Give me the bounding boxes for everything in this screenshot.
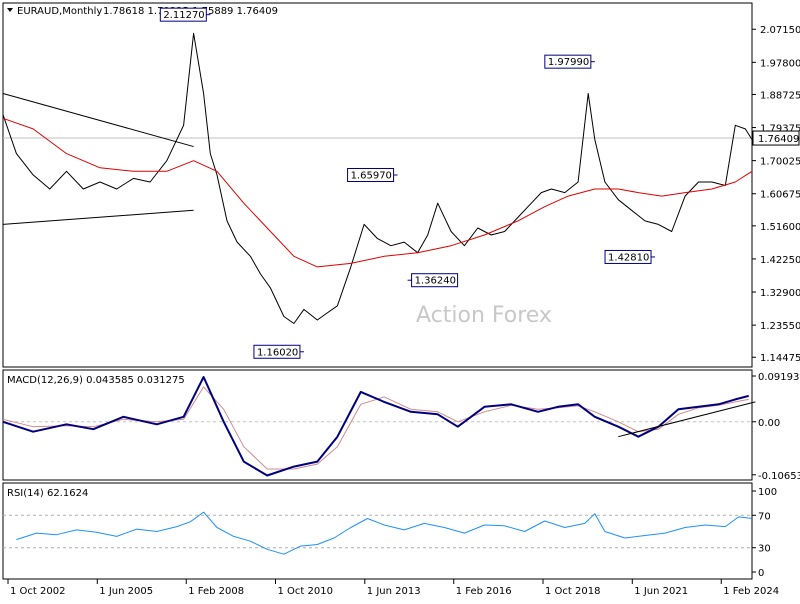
time-tick-label: 1 Oct 2002 — [10, 586, 65, 597]
rsi-tick-label: 70 — [758, 511, 771, 522]
price-tick-label: 1.14475 — [760, 353, 800, 364]
time-tick-label: 1 Feb 2008 — [188, 586, 244, 597]
annotation-label: 1.65970 — [351, 170, 392, 181]
time-tick-label: 1 Oct 2018 — [545, 586, 600, 597]
annotation-label: 1.16020 — [257, 347, 298, 358]
annotation-box — [159, 7, 207, 22]
current-price-label: 1.76409 — [758, 134, 799, 145]
price-tick-label: 1.23550 — [760, 321, 800, 332]
price-tick-label: 1.88725 — [760, 90, 800, 101]
price-layer: 2.11270 1.97990 1.65970 1.36240 1.42810 1.160… — [2, 7, 753, 359]
rsi-title: RSI(14) 62.1624 — [7, 488, 88, 499]
rsi-layer — [3, 511, 753, 555]
time-tick-label: 1 Jun 2021 — [634, 586, 688, 597]
time-tick-label: 1 Oct 2010 — [278, 586, 333, 597]
chart-symbol: EURAUD,Monthly — [17, 6, 102, 17]
price-tick-label: 1.42250 — [760, 255, 800, 266]
time-tick-label: 1 Feb 2024 — [723, 586, 779, 597]
ma-line — [2, 117, 753, 268]
rsi-pane-frame — [2, 482, 753, 580]
watermark: Action Forex — [416, 303, 552, 328]
annotation-box — [604, 249, 652, 264]
price-tick-label: 1.51600 — [760, 222, 800, 233]
annotation-label: 1.36240 — [415, 276, 456, 287]
annotation-label: 2.11270 — [163, 10, 204, 21]
annotation-label: 1.42810 — [608, 252, 649, 263]
macd-tick-label: 0.00 — [758, 418, 780, 429]
annotation-box — [347, 167, 395, 182]
annotation-box — [544, 54, 592, 69]
annotation-box — [411, 273, 459, 288]
price-tick-label: 1.70025 — [760, 157, 800, 168]
price-line — [2, 32, 753, 324]
annotation-label: 1.97990 — [548, 57, 589, 68]
rsi-tick-label: 100 — [758, 487, 777, 498]
macd-trendline-0 — [618, 401, 756, 438]
macd-tick-label: -0.106534 — [758, 471, 800, 482]
menu-triangle-icon[interactable] — [7, 8, 13, 12]
time-tick-label: 1 Feb 2016 — [456, 586, 512, 597]
price-tick-label: 1.60675 — [760, 190, 800, 201]
macd-line — [2, 376, 749, 477]
price-tick-label: 1.32900 — [760, 288, 800, 299]
macd-layer — [2, 376, 756, 477]
macd-pane-frame — [2, 369, 753, 481]
rsi-tick-label: 30 — [758, 544, 771, 555]
price-tick-label: 2.07150 — [760, 25, 800, 36]
time-tick-label: 1 Jun 2005 — [99, 586, 153, 597]
annotation-box — [253, 344, 301, 359]
current-price-tag — [752, 130, 800, 146]
price-trendline-0 — [2, 92, 194, 148]
price-tick-label: 1.97800 — [760, 58, 800, 69]
macd-tick-label: 0.091935 — [758, 372, 800, 383]
rsi-tick-label: 0 — [758, 568, 764, 579]
macd-title: MACD(12,26,9) 0.043585 0.031275 — [7, 375, 185, 386]
price-trendline-1 — [2, 209, 194, 225]
time-tick-label: 1 Jun 2013 — [367, 586, 421, 597]
rsi-line — [16, 511, 753, 555]
price-tick-label: 1.79375 — [760, 124, 800, 135]
price-pane-frame — [2, 2, 753, 368]
axis-layer: 2.07150 1.97800 1.88725 1.79375 1.70025 1.606… — [7, 25, 800, 597]
